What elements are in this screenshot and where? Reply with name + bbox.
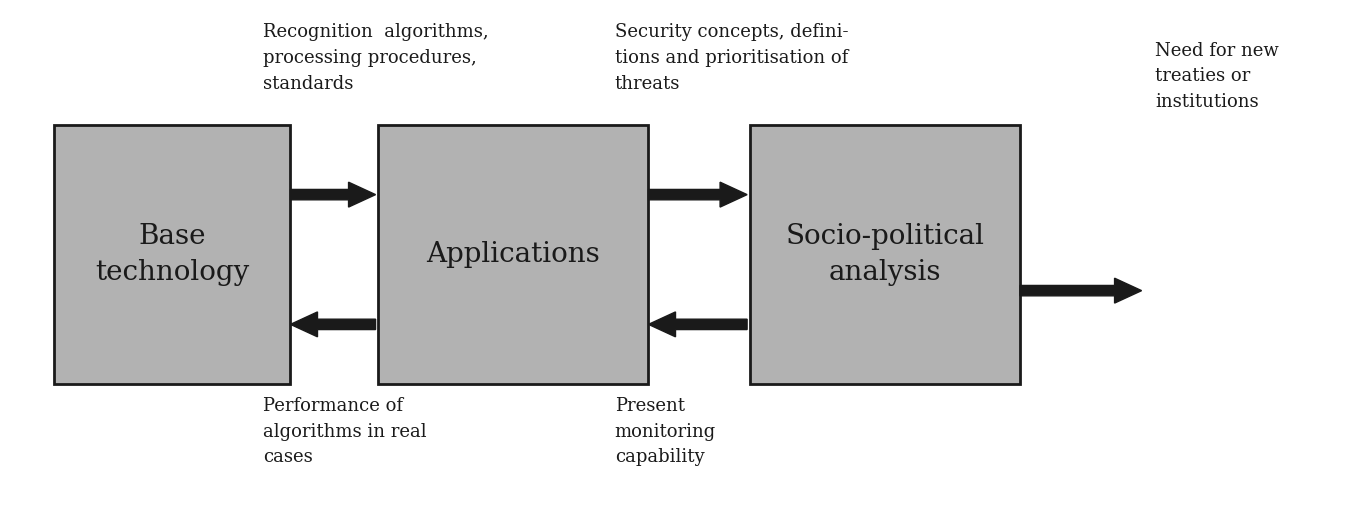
Text: Recognition  algorithms,
processing procedures,
standards: Recognition algorithms, processing proce…	[263, 23, 489, 93]
Text: Security concepts, defini-
tions and prioritisation of
threats: Security concepts, defini- tions and pri…	[615, 23, 848, 93]
Text: Socio-political
analysis: Socio-political analysis	[785, 223, 985, 285]
FancyArrow shape	[1020, 278, 1142, 303]
FancyArrow shape	[290, 312, 376, 337]
Bar	[54, 125, 290, 384]
Text: Performance of
algorithms in real
cases: Performance of algorithms in real cases	[263, 397, 427, 467]
Text: Applications: Applications	[427, 241, 600, 268]
FancyArrow shape	[290, 182, 376, 207]
Text: Base
technology: Base technology	[95, 223, 250, 285]
Text: Need for new
treaties or
institutions: Need for new treaties or institutions	[1155, 42, 1279, 111]
FancyArrow shape	[648, 182, 747, 207]
Bar	[750, 125, 1020, 384]
Bar	[378, 125, 648, 384]
FancyArrow shape	[648, 312, 747, 337]
Text: Present
monitoring
capability: Present monitoring capability	[615, 397, 716, 467]
